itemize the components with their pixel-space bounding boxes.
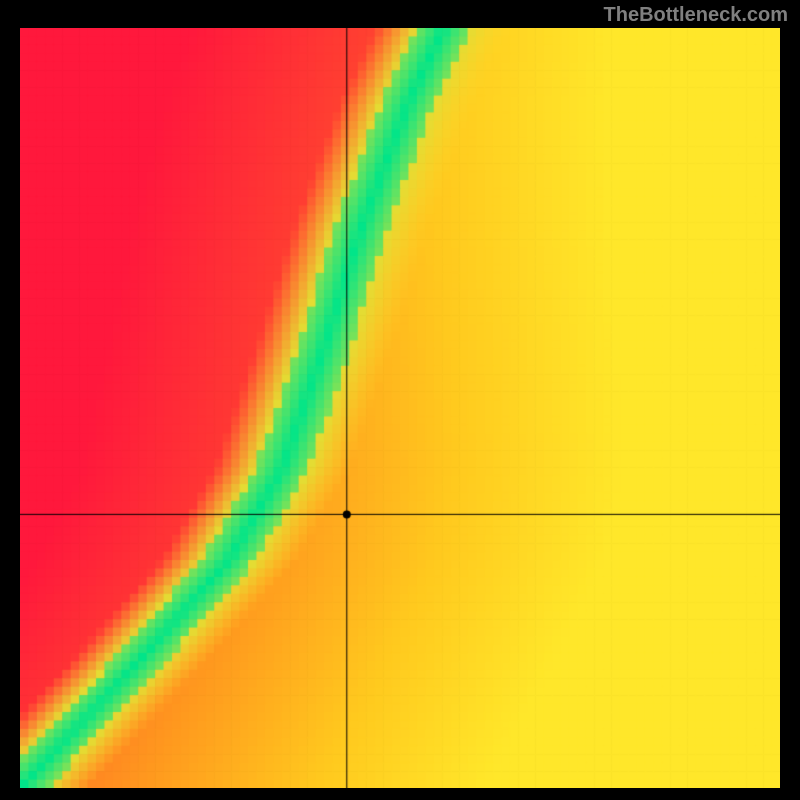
- watermark-text: TheBottleneck.com: [604, 4, 788, 27]
- bottleneck-heatmap: [20, 28, 780, 788]
